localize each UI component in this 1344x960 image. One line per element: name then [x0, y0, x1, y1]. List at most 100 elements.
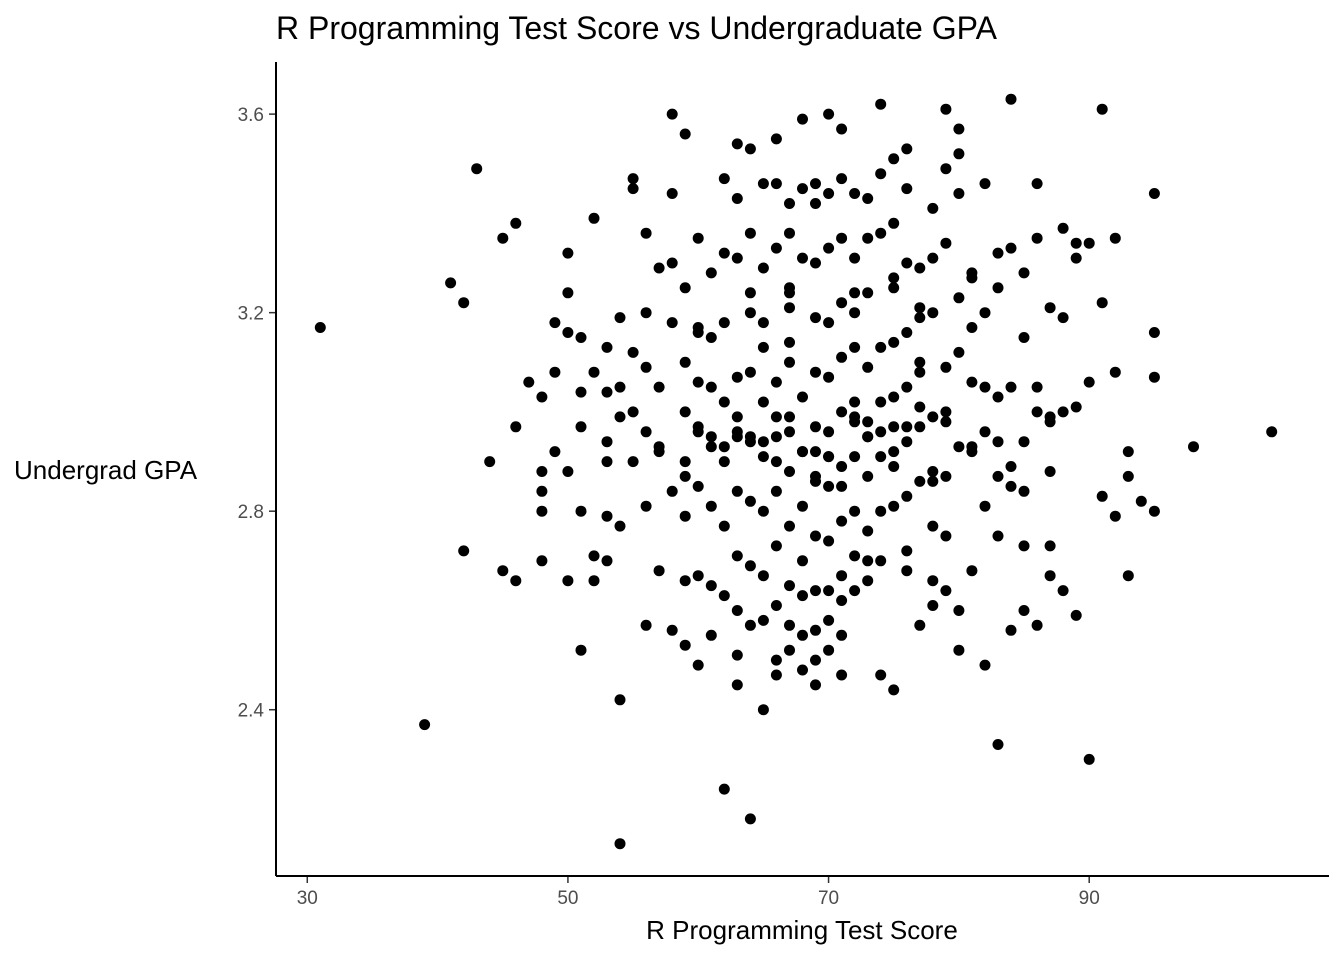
y-tick-label: 2.4: [238, 701, 265, 722]
data-point: [1018, 605, 1030, 616]
data-point: [901, 490, 913, 502]
data-point: [836, 173, 848, 185]
data-point: [849, 451, 861, 463]
data-point: [849, 252, 861, 264]
data-point: [770, 133, 782, 145]
data-point: [927, 475, 939, 487]
data-point: [940, 416, 952, 428]
data-point: [953, 123, 965, 135]
data-point: [614, 312, 626, 324]
data-point: [1005, 242, 1017, 254]
data-point: [979, 426, 991, 438]
data-point: [614, 381, 626, 393]
data-point: [1044, 302, 1056, 314]
data-point: [823, 188, 835, 199]
data-point: [901, 183, 913, 195]
data-point: [797, 500, 808, 512]
data-point: [823, 480, 835, 492]
data-point: [1148, 327, 1160, 338]
data-point: [1109, 510, 1121, 522]
data-point: [875, 426, 887, 438]
data-point: [1018, 267, 1030, 279]
data-point: [1122, 446, 1134, 458]
data-point: [1044, 540, 1056, 552]
data-point: [757, 451, 769, 463]
x-axis-title: R Programming Test Score: [646, 915, 958, 945]
data-point: [823, 451, 835, 463]
data-point: [770, 376, 782, 388]
data-point: [979, 381, 991, 393]
data-point: [731, 193, 743, 204]
data-point: [784, 336, 795, 348]
data-point: [770, 600, 782, 611]
data-point: [836, 123, 848, 135]
data-point: [458, 297, 470, 309]
data-point: [849, 287, 861, 299]
data-point: [770, 431, 782, 443]
data-point: [1031, 178, 1043, 190]
data-point: [744, 813, 756, 825]
data-point: [914, 421, 926, 433]
data-point: [979, 178, 991, 190]
data-point: [770, 669, 782, 681]
data-point: [888, 446, 900, 458]
data-point: [744, 436, 756, 448]
data-point: [927, 520, 939, 532]
data-point: [1148, 505, 1160, 517]
data-point: [523, 376, 535, 388]
data-point: [914, 401, 926, 413]
data-point: [784, 426, 795, 438]
data-point: [536, 505, 548, 517]
data-point: [770, 411, 782, 423]
data-point: [797, 664, 808, 676]
data-point: [731, 485, 743, 497]
data-point: [862, 525, 874, 537]
data-point: [705, 332, 717, 343]
data-point: [810, 679, 821, 691]
data-point: [810, 654, 821, 666]
data-point: [640, 619, 652, 631]
data-point: [1057, 406, 1069, 418]
data-point: [797, 446, 808, 458]
data-point: [770, 485, 782, 497]
y-tick-label: 3.6: [238, 105, 264, 126]
data-point: [849, 341, 861, 353]
data-point: [770, 242, 782, 254]
data-point: [679, 470, 691, 482]
data-point: [836, 570, 848, 582]
data-point: [784, 356, 795, 368]
data-point: [849, 505, 861, 517]
data-point: [679, 128, 691, 140]
data-point: [731, 252, 743, 264]
data-point: [966, 565, 978, 577]
data-point: [1148, 188, 1160, 199]
data-point: [1031, 381, 1043, 393]
data-point: [901, 381, 913, 393]
data-point: [1122, 470, 1134, 482]
chart-title: R Programming Test Score vs Undergraduat…: [276, 10, 998, 46]
data-point: [679, 356, 691, 368]
data-point: [823, 317, 835, 329]
data-point: [692, 421, 704, 433]
data-point: [888, 684, 900, 696]
data-point: [770, 456, 782, 468]
data-point: [784, 411, 795, 423]
data-point: [1070, 609, 1082, 621]
data-point: [757, 396, 769, 408]
data-point: [562, 466, 574, 477]
data-point: [862, 431, 874, 443]
y-tick-label: 3.2: [238, 304, 264, 325]
data-point: [901, 257, 913, 269]
data-point: [1122, 570, 1134, 582]
data-point: [614, 520, 626, 532]
data-point: [966, 267, 978, 279]
data-point: [1070, 252, 1082, 264]
data-point: [836, 351, 848, 363]
data-point: [992, 282, 1004, 294]
data-point: [653, 381, 665, 393]
y-axis-title: Undergrad GPA: [14, 455, 198, 485]
data-point: [914, 619, 926, 631]
data-point: [992, 530, 1004, 542]
data-point: [823, 585, 835, 597]
data-point: [875, 168, 887, 180]
